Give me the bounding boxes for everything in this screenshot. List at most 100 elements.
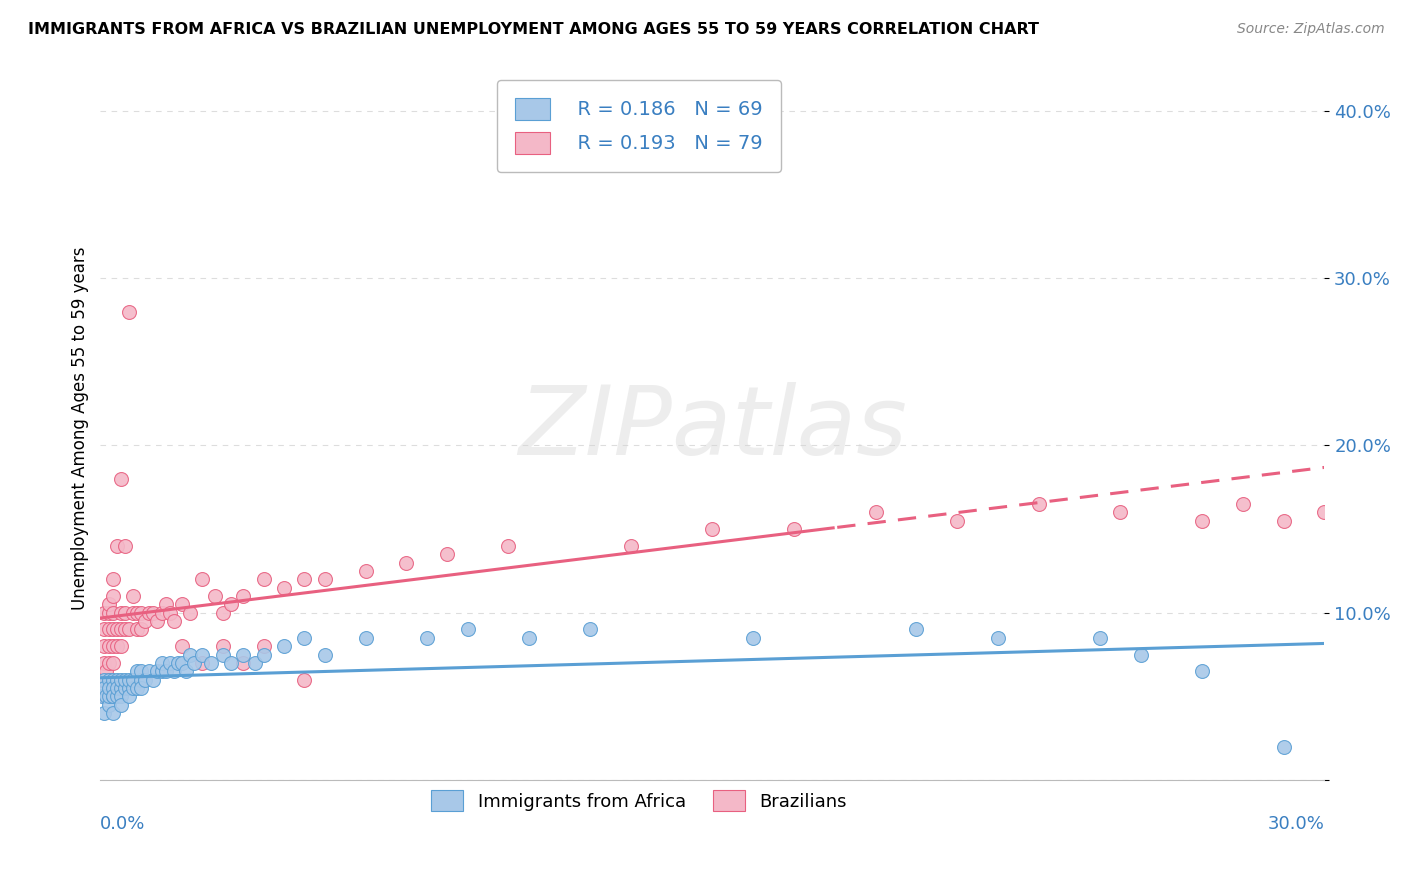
- Point: [163, 614, 186, 628]
- Point: [232, 656, 254, 670]
- Point: [252, 648, 274, 662]
- Point: [101, 681, 124, 695]
- Point: [93, 673, 115, 687]
- Point: [101, 690, 124, 704]
- Point: [93, 706, 115, 720]
- Point: [125, 681, 148, 695]
- Point: [110, 698, 132, 712]
- Point: [579, 623, 602, 637]
- Point: [292, 572, 315, 586]
- Point: [146, 614, 169, 628]
- Point: [200, 656, 222, 670]
- Point: [170, 598, 193, 612]
- Point: [273, 581, 295, 595]
- Point: [517, 631, 540, 645]
- Point: [97, 698, 120, 712]
- Point: [211, 648, 233, 662]
- Point: [1109, 505, 1132, 519]
- Point: [110, 623, 132, 637]
- Point: [457, 623, 479, 637]
- Point: [395, 556, 418, 570]
- Point: [93, 673, 115, 687]
- Point: [101, 673, 124, 687]
- Y-axis label: Unemployment Among Ages 55 to 59 years: Unemployment Among Ages 55 to 59 years: [72, 247, 89, 610]
- Point: [1191, 514, 1213, 528]
- Point: [1028, 497, 1050, 511]
- Point: [122, 589, 145, 603]
- Point: [93, 681, 115, 695]
- Legend: Immigrants from Africa, Brazilians: Immigrants from Africa, Brazilians: [422, 781, 856, 821]
- Point: [620, 539, 643, 553]
- Point: [118, 673, 141, 687]
- Point: [273, 639, 295, 653]
- Point: [110, 681, 132, 695]
- Point: [1313, 505, 1336, 519]
- Point: [129, 665, 152, 679]
- Point: [93, 639, 115, 653]
- Point: [167, 656, 190, 670]
- Text: 0.0%: 0.0%: [100, 815, 146, 833]
- Point: [93, 656, 115, 670]
- Point: [129, 623, 152, 637]
- Point: [314, 648, 336, 662]
- Point: [150, 665, 173, 679]
- Point: [498, 539, 520, 553]
- Point: [101, 706, 124, 720]
- Point: [118, 623, 141, 637]
- Point: [1129, 648, 1152, 662]
- Point: [114, 623, 136, 637]
- Point: [105, 690, 128, 704]
- Point: [232, 589, 254, 603]
- Point: [122, 606, 145, 620]
- Point: [105, 539, 128, 553]
- Point: [987, 631, 1010, 645]
- Point: [783, 522, 806, 536]
- Point: [129, 673, 152, 687]
- Point: [114, 539, 136, 553]
- Point: [110, 606, 132, 620]
- Point: [101, 572, 124, 586]
- Point: [416, 631, 439, 645]
- Point: [114, 681, 136, 695]
- Point: [138, 665, 160, 679]
- Text: Source: ZipAtlas.com: Source: ZipAtlas.com: [1237, 22, 1385, 37]
- Point: [101, 623, 124, 637]
- Point: [292, 631, 315, 645]
- Point: [159, 606, 181, 620]
- Point: [142, 606, 165, 620]
- Point: [150, 606, 173, 620]
- Point: [93, 623, 115, 637]
- Point: [155, 598, 177, 612]
- Point: [245, 656, 267, 670]
- Point: [138, 606, 160, 620]
- Point: [1191, 665, 1213, 679]
- Point: [134, 673, 156, 687]
- Point: [97, 606, 120, 620]
- Point: [1272, 514, 1295, 528]
- Point: [96, 690, 118, 704]
- Point: [946, 514, 969, 528]
- Point: [170, 639, 193, 653]
- Point: [97, 681, 120, 695]
- Point: [211, 606, 233, 620]
- Point: [129, 606, 152, 620]
- Point: [558, 137, 581, 152]
- Point: [93, 606, 115, 620]
- Point: [96, 665, 118, 679]
- Point: [97, 673, 120, 687]
- Point: [122, 673, 145, 687]
- Point: [110, 639, 132, 653]
- Point: [314, 572, 336, 586]
- Point: [118, 681, 141, 695]
- Point: [232, 648, 254, 662]
- Point: [146, 665, 169, 679]
- Point: [118, 690, 141, 704]
- Point: [292, 673, 315, 687]
- Point: [1232, 497, 1254, 511]
- Point: [191, 648, 214, 662]
- Point: [354, 631, 377, 645]
- Point: [101, 690, 124, 704]
- Point: [101, 606, 124, 620]
- Point: [134, 614, 156, 628]
- Point: [191, 656, 214, 670]
